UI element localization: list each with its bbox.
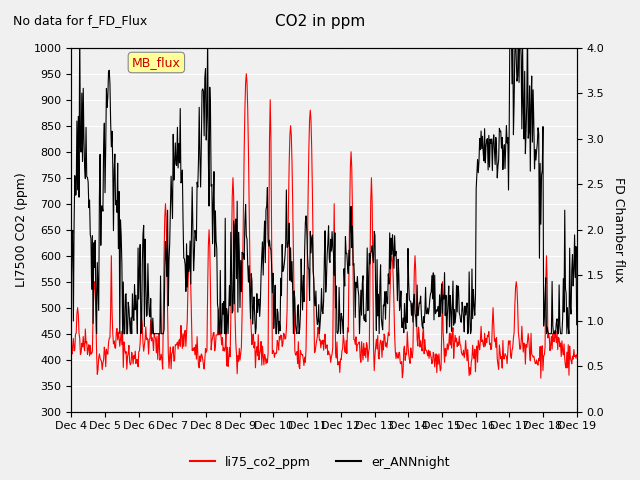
Y-axis label: LI7500 CO2 (ppm): LI7500 CO2 (ppm) bbox=[15, 172, 28, 287]
er_ANNnight bbox=[401, 300, 408, 306]
li75_co2_ppm bbox=[207, 287, 214, 293]
er_ANNnight bbox=[386, 230, 394, 236]
Legend: li75_co2_ppm, er_ANNnight: li75_co2_ppm, er_ANNnight bbox=[186, 451, 454, 474]
Line: er_ANNnight: er_ANNnight bbox=[71, 22, 577, 334]
er_ANNnight bbox=[77, 144, 84, 150]
Text: No data for f_FD_Flux: No data for f_FD_Flux bbox=[13, 14, 147, 27]
li75_co2_ppm bbox=[77, 352, 84, 358]
li75_co2_ppm bbox=[243, 71, 250, 77]
li75_co2_ppm bbox=[386, 300, 394, 306]
Text: MB_flux: MB_flux bbox=[132, 56, 181, 69]
er_ANNnight bbox=[573, 322, 580, 328]
er_ANNnight bbox=[67, 285, 75, 290]
er_ANNnight bbox=[129, 314, 137, 320]
er_ANNnight bbox=[506, 19, 514, 24]
er_ANNnight bbox=[93, 331, 100, 336]
li75_co2_ppm bbox=[573, 352, 580, 358]
li75_co2_ppm bbox=[401, 343, 408, 349]
er_ANNnight bbox=[180, 256, 188, 262]
Y-axis label: FD Chamber flux: FD Chamber flux bbox=[612, 177, 625, 282]
li75_co2_ppm bbox=[129, 354, 136, 360]
er_ANNnight bbox=[207, 183, 215, 189]
Text: CO2 in ppm: CO2 in ppm bbox=[275, 14, 365, 29]
li75_co2_ppm bbox=[180, 344, 188, 349]
li75_co2_ppm bbox=[67, 348, 75, 353]
Line: li75_co2_ppm: li75_co2_ppm bbox=[71, 74, 577, 378]
li75_co2_ppm bbox=[537, 375, 545, 381]
